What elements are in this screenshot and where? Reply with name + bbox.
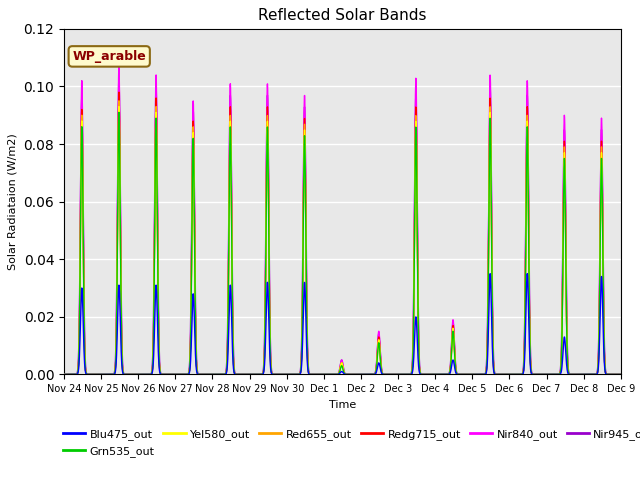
X-axis label: Time: Time <box>329 400 356 409</box>
Title: Reflected Solar Bands: Reflected Solar Bands <box>258 9 427 24</box>
Legend: Blu475_out, Grn535_out, Yel580_out, Red655_out, Redg715_out, Nir840_out, Nir945_: Blu475_out, Grn535_out, Yel580_out, Red6… <box>58 425 640 461</box>
Text: WP_arable: WP_arable <box>72 50 146 63</box>
Y-axis label: Solar Radiataion (W/m2): Solar Radiataion (W/m2) <box>8 133 18 270</box>
